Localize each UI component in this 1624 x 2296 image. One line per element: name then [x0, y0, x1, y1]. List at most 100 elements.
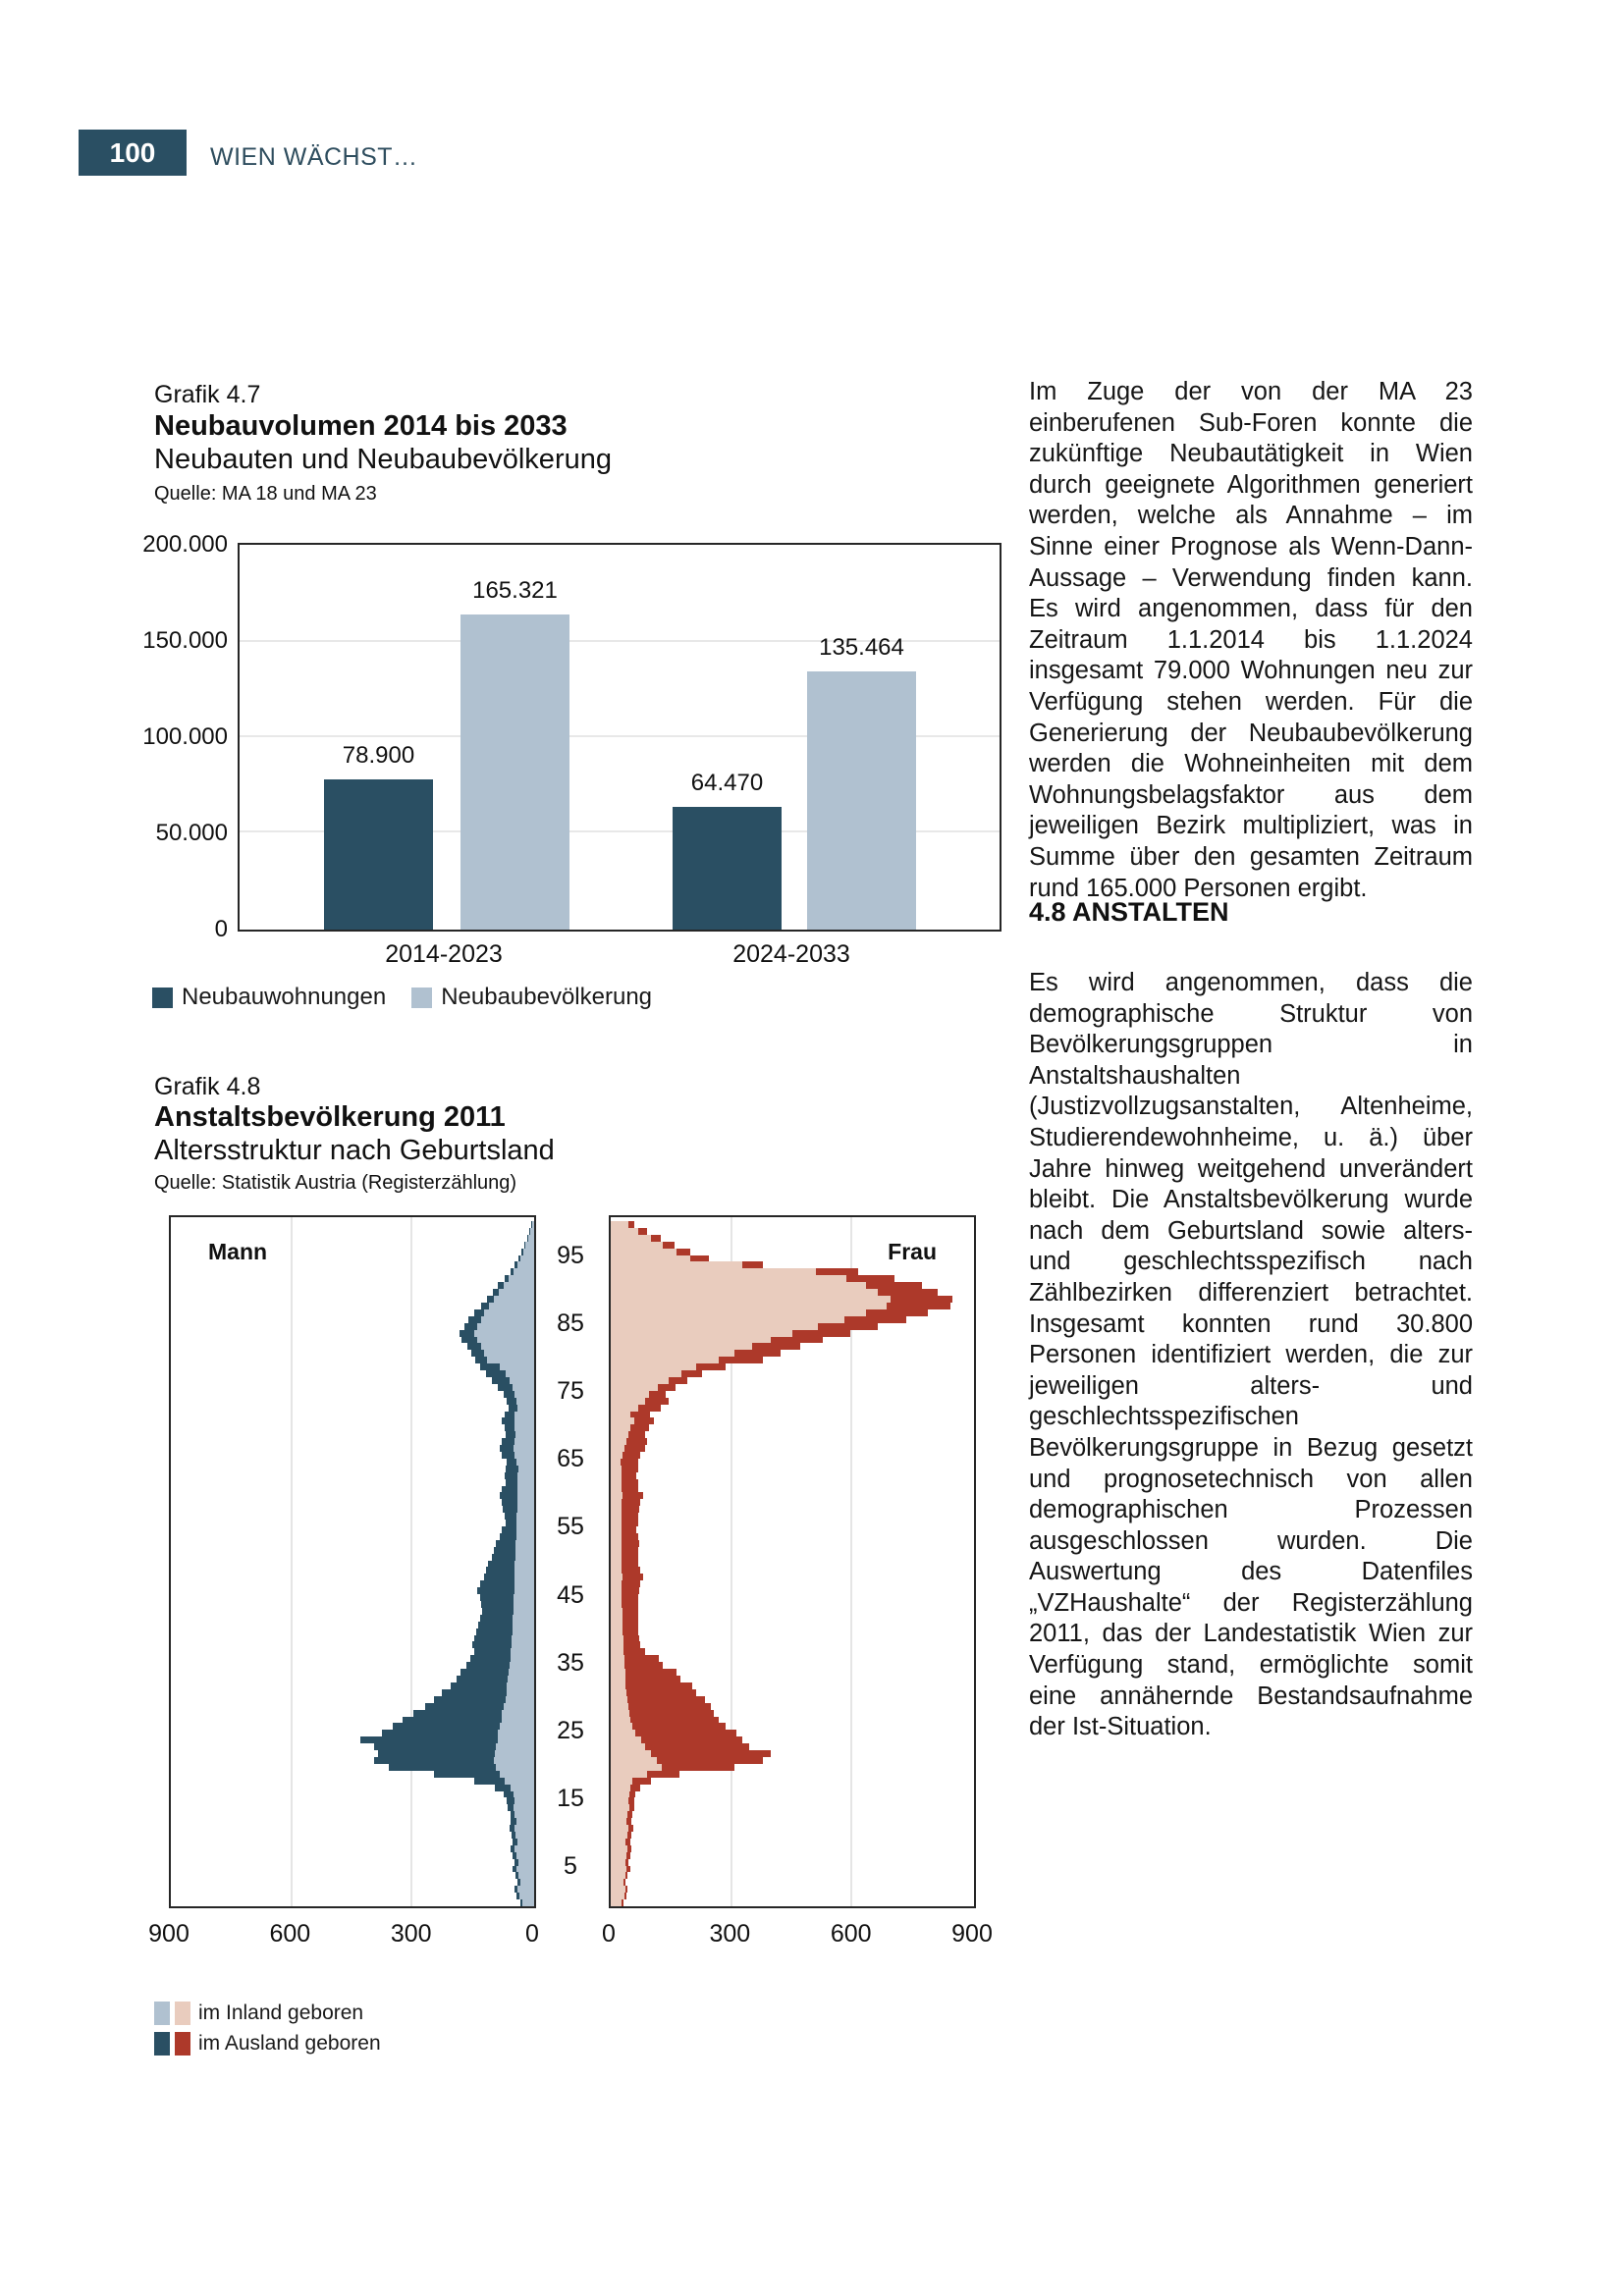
women-inland-bar-age-94	[611, 1261, 743, 1269]
women-x-tick-label-0: 0	[602, 1920, 616, 1948]
legend-label: im Ausland geboren	[198, 2032, 381, 2055]
women-ausland-bar-age-37	[623, 1648, 645, 1656]
men-ausland-bar-age-75	[504, 1390, 515, 1398]
women-inland-bar-age-68	[611, 1438, 627, 1446]
women-inland-bar-age-22	[611, 1750, 651, 1757]
men-ausland-bar-age-77	[492, 1376, 510, 1384]
men-inland-bar-age-24	[497, 1736, 534, 1744]
men-ausland-bar-age-84	[459, 1329, 474, 1337]
y-axis-tick-label: 50.000	[155, 820, 228, 846]
women-inland-bar-age-79	[611, 1363, 697, 1371]
x-axis-category-label: 2024-2033	[732, 940, 850, 968]
women-inland-bar-age-12	[611, 1818, 627, 1826]
women-ausland-bar-age-90	[878, 1289, 939, 1297]
men-inland-bar-age-31	[506, 1688, 534, 1696]
men-inland-bar-age-81	[483, 1350, 534, 1358]
women-inland-bar-age-99	[611, 1227, 639, 1235]
women-inland-bar-age-6	[611, 1858, 625, 1866]
men-inland-bar-age-83	[477, 1336, 534, 1344]
women-ausland-bar-age-51	[621, 1553, 638, 1561]
women-ausland-bar-age-56	[621, 1520, 638, 1526]
men-inland-bar-age-63	[517, 1471, 534, 1479]
women-inland-bar-age-37	[611, 1648, 624, 1656]
women-inland-bar-age-26	[611, 1723, 633, 1731]
men-inland-bar-age-65	[515, 1458, 534, 1466]
women-ausland-bar-age-60	[622, 1492, 643, 1500]
women-inland-bar-age-53	[611, 1539, 622, 1547]
men-ausland-bar-age-16	[503, 1790, 514, 1798]
legend-label: Neubaubevölkerung	[441, 984, 653, 1010]
men-ausland-bar-age-66	[502, 1451, 514, 1459]
men-ausland-bar-age-72	[504, 1411, 515, 1418]
women-inland-bar-age-47	[611, 1580, 623, 1588]
legend-item-inland: im Inland geboren	[154, 2001, 381, 2026]
women-inland-bar-age-27	[611, 1716, 631, 1724]
men-ausland-bar-age-95	[517, 1255, 521, 1262]
men-ausland-bar-age-55	[502, 1526, 516, 1533]
men-inland-bar-age-27	[501, 1716, 534, 1724]
women-inland-bar-age-92	[611, 1275, 846, 1283]
women-inland-bar-age-17	[611, 1784, 631, 1791]
women-ausland-bar-age-67	[624, 1445, 645, 1452]
women-inland-bar-age-50	[611, 1560, 623, 1568]
women-inland-bar-age-42	[611, 1614, 623, 1622]
men-ausland-bar-age-87	[474, 1308, 485, 1316]
gridline	[240, 830, 1000, 832]
women-ausland-bar-age-75	[648, 1390, 666, 1398]
men-ausland-bar-age-31	[442, 1688, 507, 1696]
article-paragraph-2: Es wird angenommen, dass die demographis…	[1029, 969, 1473, 1741]
women-inland-bar-age-31	[611, 1688, 627, 1696]
men-inland-bar-age-88	[489, 1302, 534, 1309]
men-ausland-bar-age-40	[476, 1628, 513, 1635]
women-ausland-bar-age-85	[818, 1322, 879, 1330]
men-inland-bar-age-19	[500, 1770, 534, 1778]
men-ausland-bar-age-27	[402, 1716, 502, 1724]
women-inland-bar-age-83	[611, 1336, 771, 1344]
bar-neubaubevölkerung-2014-2023	[460, 614, 569, 930]
age-tick-label-5: 5	[564, 1852, 577, 1880]
women-ausland-bar-age-63	[621, 1471, 637, 1479]
men-ausland-bar-age-30	[434, 1695, 506, 1703]
men-ausland-bar-age-94	[514, 1261, 517, 1269]
women-inland-bar-age-63	[611, 1471, 622, 1479]
men-ausland-bar-age-63	[504, 1471, 518, 1479]
men-inland-bar-age-26	[500, 1723, 534, 1731]
bar-neubauwohnungen-2024-2033	[673, 806, 782, 930]
women-inland-bar-age-77	[611, 1376, 669, 1384]
women-inland-bar-age-65	[611, 1458, 622, 1466]
men-ausland-bar-age-90	[493, 1289, 500, 1297]
women-inland-bar-age-62	[611, 1478, 623, 1486]
men-ausland-bar-age-81	[470, 1350, 484, 1358]
women-inland-bar-age-93	[611, 1268, 817, 1276]
women-ausland-bar-age-13	[627, 1811, 633, 1819]
men-inland-bar-age-99	[529, 1227, 534, 1235]
women-inland-bar-age-4	[611, 1872, 625, 1880]
women-inland-bar-age-73	[611, 1404, 639, 1412]
women-ausland-bar-age-2	[625, 1886, 628, 1894]
neubauwohnungen-swatch-icon	[152, 987, 173, 1008]
men-ausland-bar-age-21	[374, 1756, 495, 1764]
men-inland-bar-age-74	[515, 1397, 534, 1405]
men-inland-bar-age-49	[514, 1567, 534, 1575]
women-inland-bar-age-19	[611, 1770, 647, 1778]
women-ausland-bar-age-5	[626, 1865, 630, 1873]
women-inland-bar-age-91	[611, 1282, 867, 1290]
women-ausland-bar-age-12	[626, 1818, 632, 1826]
women-ausland-bar-age-100	[628, 1221, 635, 1228]
women-ausland-bar-age-8	[627, 1844, 632, 1852]
women-ausland-bar-age-70	[630, 1424, 649, 1432]
women-ausland-bar-age-44	[622, 1601, 638, 1608]
men-ausland-bar-age-33	[456, 1676, 509, 1682]
women-ausland-bar-age-18	[632, 1777, 651, 1785]
men-inland-bar-age-98	[527, 1234, 534, 1242]
bar-value-label: 78.900	[342, 741, 415, 769]
pyramid-age-axis: 5 15 25 35 45 55 65 75 85 95	[532, 1215, 609, 1904]
men-inland-bar-age-80	[487, 1357, 534, 1364]
men-inland-bar-age-0	[521, 1899, 534, 1906]
men-ausland-bar-age-93	[510, 1268, 514, 1276]
y-axis-tick-label: 0	[214, 916, 228, 942]
page-number: 100	[109, 136, 156, 168]
women-inland-bar-age-60	[611, 1492, 623, 1500]
women-ausland-bar-age-64	[622, 1465, 639, 1472]
inland-women-swatch-icon	[175, 2002, 190, 2025]
